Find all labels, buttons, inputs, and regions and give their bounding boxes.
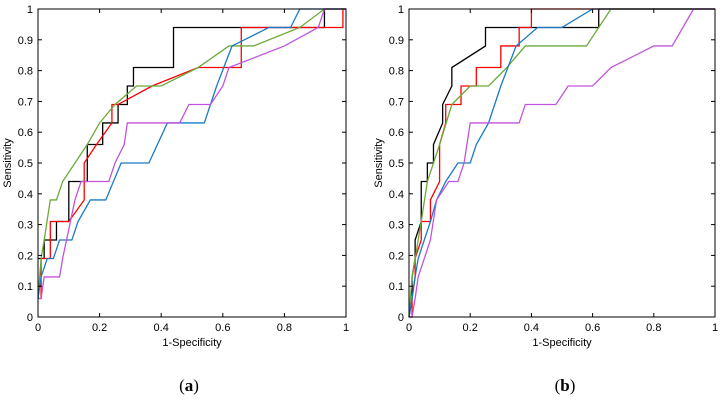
- x-axis-label: 1-Specificity: [532, 337, 592, 349]
- caption-a: (a): [179, 376, 199, 395]
- y-tick-label: 0.7: [389, 96, 404, 108]
- x-tick-label: 0.4: [524, 322, 539, 334]
- series-line-1: [38, 8, 346, 260]
- x-tick-label: 0.2: [463, 322, 478, 334]
- series-line-1: [408, 8, 715, 318]
- y-tick-label: 0.2: [389, 250, 404, 262]
- y-tick-label: 0.8: [389, 66, 404, 78]
- y-tick-label: 0.2: [18, 250, 33, 262]
- x-tick-label: 0.4: [154, 322, 169, 334]
- x-tick-label: 0.6: [215, 322, 230, 334]
- x-tick-label: 0: [35, 322, 41, 334]
- series-line-5: [38, 8, 346, 300]
- y-tick-label: 1: [398, 4, 404, 16]
- x-tick-label: 1: [343, 322, 349, 334]
- series-line-2: [38, 8, 346, 300]
- y-tick-label: 0.5: [389, 158, 404, 170]
- series-line-4: [37, 8, 346, 299]
- series-line-5: [409, 8, 715, 318]
- y-tick-label: 0.5: [18, 158, 33, 170]
- y-tick-label: 0.3: [389, 220, 404, 232]
- y-tick-label: 0.4: [18, 189, 33, 201]
- roc-chart-panel-a: 0 0.2 0.4 0.6 0.8 1 0 0.1 0.2 0.3 0.4 0.5 0.6 0.7 0.8 0…: [2, 4, 349, 349]
- x-tick-label: 0.8: [277, 322, 292, 334]
- x-tick-label: 0.2: [92, 322, 107, 334]
- y-tick-label: 1: [27, 4, 33, 16]
- y-tick-label: 0.1: [389, 281, 404, 293]
- series-line-2: [409, 8, 715, 318]
- x-axis-label: 1-Specificity: [162, 337, 222, 349]
- x-tick-label: 0: [406, 322, 412, 334]
- y-tick-label: 0.9: [18, 35, 33, 47]
- y-tick-label: 0.1: [18, 281, 33, 293]
- y-tick-label: 0.3: [18, 220, 33, 232]
- x-tick-label: 1: [712, 322, 718, 334]
- x-tick-label: 0.8: [646, 322, 661, 334]
- y-tick-label: 0.7: [18, 96, 33, 108]
- series-line-4: [408, 8, 715, 318]
- series-line-3: [408, 8, 715, 318]
- y-tick-label: 0.9: [389, 35, 404, 47]
- x-tick-label: 0.6: [585, 322, 600, 334]
- y-tick-label: 0: [27, 312, 33, 324]
- y-tick-label: 0.6: [18, 127, 33, 139]
- y-axis-label: Sensitivity: [2, 138, 14, 188]
- plot-frame: [408, 8, 716, 318]
- y-tick-label: 0.4: [389, 189, 404, 201]
- roc-chart-panel-b: 0 0.2 0.4 0.6 0.8 1 0 0.1 0.2 0.3 0.4 0.5 0.6 0.7 0.8 0…: [373, 4, 718, 349]
- y-tick-label: 0.8: [18, 66, 33, 78]
- y-axis-label: Sensitivity: [373, 138, 385, 188]
- caption-b: (b): [555, 376, 576, 395]
- series-line-3: [37, 8, 346, 299]
- y-tick-label: 0.6: [389, 127, 404, 139]
- y-tick-label: 0: [398, 312, 404, 324]
